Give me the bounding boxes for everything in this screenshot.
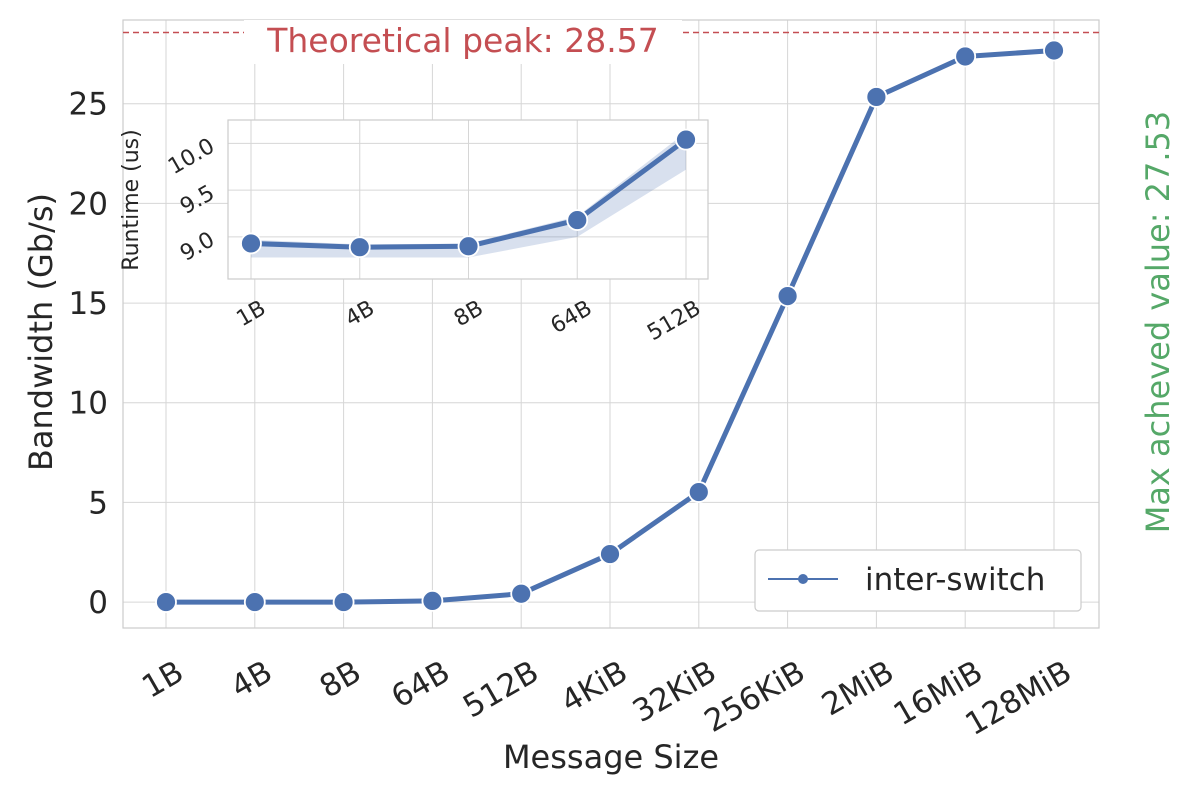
inset-y-tick-label-9.5: 9.5	[176, 181, 219, 220]
y-axis-label: Bandwidth (Gb/s)	[22, 193, 60, 471]
x-tick-label-2MiB: 2MiB	[816, 654, 900, 723]
main-gridlines	[123, 20, 1099, 628]
y-tick-label-10: 10	[69, 386, 108, 422]
x-tick-label-4B: 4B	[225, 654, 279, 706]
x-tick-label-4KiB: 4KiB	[555, 654, 634, 720]
data-point-1B	[155, 591, 177, 613]
inset-y-tick-labels: 9.0 9.510.0	[164, 134, 219, 267]
x-tick-label-1B: 1B	[136, 654, 190, 706]
inset-data-point-512B	[675, 128, 697, 151]
inset-series-group	[240, 128, 697, 259]
data-point-8B	[332, 591, 355, 613]
reference-label-background	[244, 20, 682, 64]
x-tick-label-256KiB: 256KiB	[698, 654, 811, 740]
x-axis-label: Message Size	[503, 738, 719, 776]
inset-x-tick-label-4B: 4B	[341, 296, 379, 332]
data-point-128MiB	[1043, 39, 1065, 62]
y-tick-label-20: 20	[69, 186, 108, 222]
inset-y-axis-label: Runtime (us)	[119, 129, 144, 270]
main-series-group	[155, 39, 1065, 613]
inset-y-tick-label-9: 9.0	[176, 227, 219, 266]
y-tick-label-25: 25	[69, 87, 108, 123]
data-point-256KiB	[776, 285, 799, 307]
max-achieved-annotation: Max acheved value: 27.53	[1139, 111, 1177, 534]
x-tick-label-512B: 512B	[457, 654, 545, 725]
inset-x-tick-label-8B: 8B	[450, 296, 488, 332]
legend-label: inter-switch	[865, 562, 1045, 598]
data-point-2MiB	[865, 86, 888, 108]
y-tick-label-0: 0	[88, 585, 108, 621]
legend-point-marker	[798, 574, 808, 584]
inset-data-point-8B	[457, 235, 480, 258]
inset-data-point-64B	[566, 209, 589, 231]
inset-chart: 1B 4B 8B 64B 512B 9.09.510.0 Runtime (us)	[119, 119, 709, 346]
data-point-4B	[243, 591, 266, 613]
data-point-4KiB	[599, 543, 621, 565]
data-point-512B	[510, 582, 533, 605]
y-tick-label-15: 15	[69, 286, 108, 322]
main-plot-frame	[122, 19, 1100, 629]
legend: inter-switch	[754, 549, 1082, 612]
inset-data-point-4B	[348, 236, 371, 259]
main-y-tick-labels: 0 5 10 15 20 25	[69, 87, 108, 621]
inset-plot-frame	[227, 119, 709, 280]
reference-line-label: Theoretical peak: 28.57	[266, 21, 659, 60]
data-point-64B	[421, 589, 444, 612]
inset-x-tick-label-64B: 64B	[547, 296, 597, 339]
inset-x-tick-label-1B: 1B	[233, 296, 271, 332]
legend-box	[754, 549, 1082, 612]
data-point-32KiB	[687, 481, 710, 503]
inset-data-point-1B	[240, 232, 262, 255]
data-point-16MiB	[954, 45, 977, 68]
inset-y-tick-label-10: 10.0	[164, 134, 219, 180]
y-tick-label-5: 5	[88, 485, 108, 521]
x-tick-label-64B: 64B	[385, 654, 456, 716]
x-tick-label-8B: 8B	[314, 654, 368, 706]
